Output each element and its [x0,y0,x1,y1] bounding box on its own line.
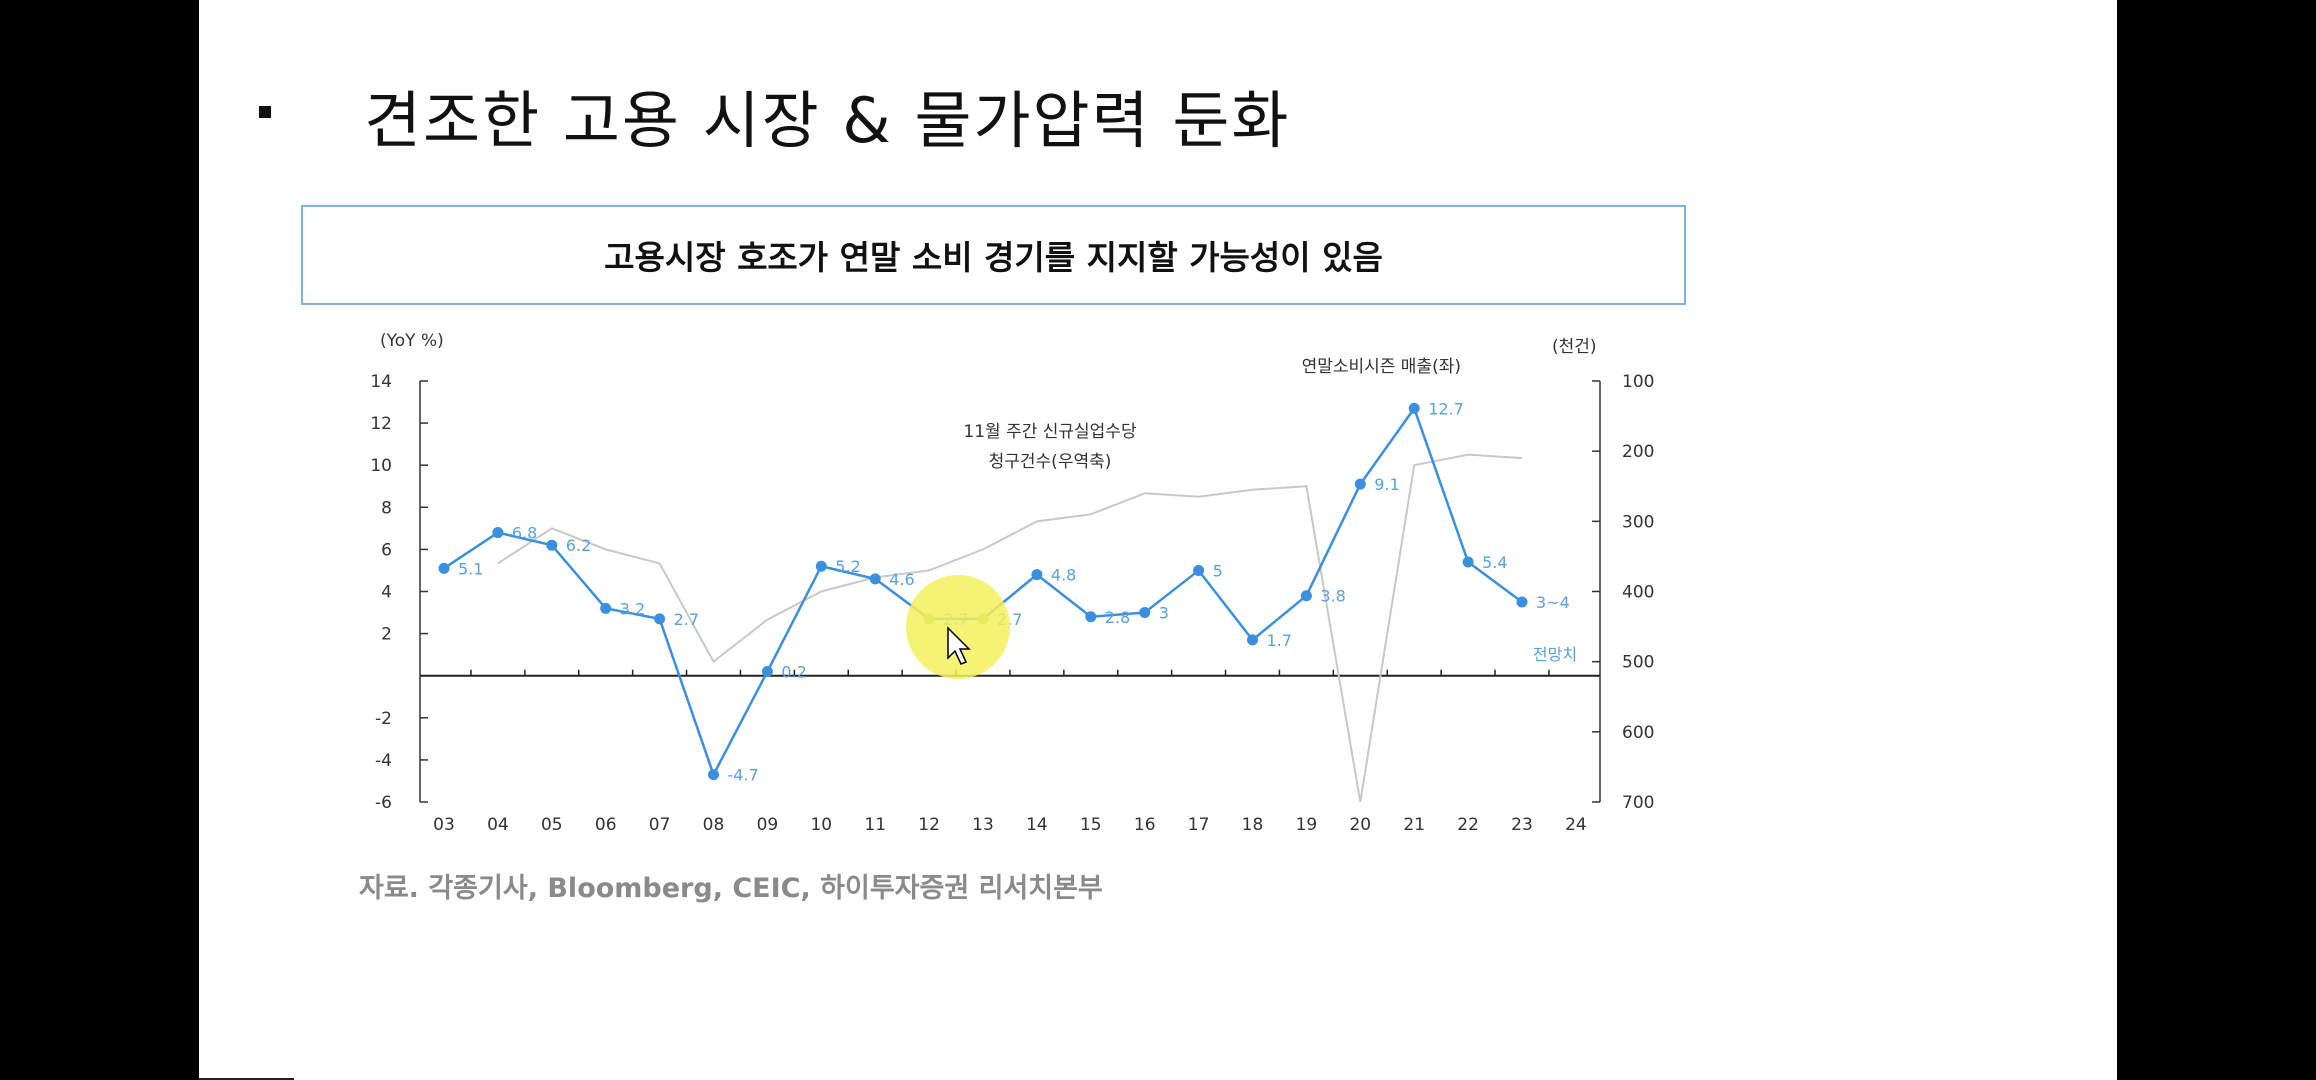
right-axis-tick-label: 500 [1622,653,1654,673]
left-axis-tick-label: -2 [375,709,392,729]
primary-series-point [438,562,450,574]
primary-series-point [1300,590,1312,602]
left-axis-tick-label: -4 [375,751,392,771]
right-axis-unit: (천건) [1552,337,1597,357]
primary-series-point [1193,564,1205,576]
left-axis-tick-label: 10 [370,456,392,476]
data-label: 5 [1213,561,1223,580]
x-axis-tick-label: 20 [1349,815,1371,835]
x-axis-tick-label: 19 [1296,815,1318,835]
cursor-overlay [906,575,1010,679]
primary-series-point [1462,556,1474,568]
data-label: 5.4 [1482,553,1507,572]
left-series-annotation: 연말소비시즌 매출(좌) [1302,357,1461,377]
data-label: 12.7 [1428,399,1464,418]
x-axis-tick-label: 15 [1080,815,1102,835]
mouse-pointer-icon [947,626,971,665]
data-label: 2.7 [674,610,699,629]
source-note: 자료. 각종기사, Bloomberg, CEIC, 하이투자증권 리서치본부 [359,873,1103,904]
primary-series-point [546,539,558,551]
bullet-square [259,106,271,118]
left-axis-tick-label: 6 [381,540,392,560]
x-axis-tick-label: 22 [1457,815,1479,835]
right-axis-tick-label: 100 [1622,372,1654,392]
primary-series-point [708,769,719,781]
primary-series-point [1516,596,1528,608]
secondary-series-layer [497,453,1523,803]
primary-series-point [1139,607,1151,619]
cursor-highlight [906,575,1010,679]
data-label: 3 [1159,604,1169,623]
data-label: 6.8 [512,524,537,543]
primary-series-point [600,602,612,614]
data-label: 5.2 [835,557,860,576]
left-axis-tick-label: 4 [381,583,392,603]
primary-series-point [761,665,773,677]
left-axis-unit: (YoY %) [380,331,444,351]
data-label: 3.2 [620,599,645,618]
x-axis-tick-label: 23 [1511,815,1533,835]
forecast-annotation: 전망치 [1533,645,1577,664]
x-axis-tick-label: 10 [810,815,832,835]
left-axis-tick-label: 2 [381,625,392,645]
right-axis-tick-label: 200 [1622,442,1654,462]
x-axis-tick-label: 11 [864,815,886,835]
data-label: -4.7 [728,766,759,785]
x-axis-tick-label: 14 [1026,815,1048,835]
x-axis-tick-label: 17 [1188,815,1210,835]
left-axis-tick-label: 8 [381,498,392,518]
data-label: 2.8 [1105,608,1130,627]
primary-series-point [815,560,827,572]
x-axis-tick-label: 13 [972,815,994,835]
primary-series-point [1354,478,1366,490]
x-axis-tick-label: 12 [918,815,940,835]
x-axis-tick-label: 06 [595,815,617,835]
x-axis-tick-label: 18 [1242,815,1264,835]
primary-series-point [654,613,666,625]
primary-series-point [492,527,504,539]
primary-series-point [1247,634,1258,646]
slide: 견조한 고용 시장 & 물가압력 둔화 고용시장 호조가 연말 소비 경기를 지… [199,0,2117,1080]
right-axis-tick-label: 600 [1622,723,1654,743]
chart-title: 고용시장 호조가 연말 소비 경기를 지지할 가능성이 있음 [604,238,1383,277]
primary-series-point [1085,611,1097,623]
right-axis-tick-label: 400 [1622,583,1654,603]
right-series-annotation-line2: 청구건수(우역축) [989,452,1112,472]
left-axis-tick-label: 12 [370,414,392,434]
corner-divider [199,1078,294,1080]
x-axis-tick-label: 07 [649,815,671,835]
data-label: 3.8 [1320,587,1345,606]
slide-title: 견조한 고용 시장 & 물가압력 둔화 [364,84,1291,157]
x-axis-tick-label: 04 [487,815,509,835]
chart-axes: 14 12 10 8 6 4 2 -2 -4 -6 (YoY %) 100 200 300 400 500 60… [370,331,1654,835]
x-axis-tick-label: 03 [433,815,455,835]
right-axis-tick-label: 300 [1622,512,1654,532]
right-axis-tick-label: 700 [1622,793,1654,813]
data-label: 1.7 [1267,631,1292,650]
data-label: 4.8 [1051,566,1076,585]
data-label: 9.1 [1374,475,1399,494]
x-axis-tick-label: 08 [703,815,725,835]
data-label: 0.2 [781,662,806,681]
x-axis-tick-label: 21 [1403,815,1425,835]
x-axis-tick-label: 05 [541,815,563,835]
left-axis-tick-label: -6 [375,793,392,813]
secondary-series-line [497,453,1523,803]
data-label: 6.2 [566,536,591,555]
data-label: 4.6 [889,570,914,589]
right-series-annotation-line1: 11월 주간 신규실업수당 [963,422,1137,442]
data-label: 5.1 [458,559,483,578]
primary-series-point [1408,402,1420,414]
primary-series-point [869,573,881,585]
left-axis-tick-label: 14 [370,372,392,392]
x-axis-tick-label: 16 [1134,815,1156,835]
x-axis-tick-label: 09 [757,815,779,835]
x-axis-tick-label: 24 [1565,815,1587,835]
chart-label-layer: 5.16.86.23.22.7-4.70.25.24.62.72.74.82.8… [458,357,1577,785]
data-label: 3~4 [1536,593,1570,612]
chart-title-box: 고용시장 호조가 연말 소비 경기를 지지할 가능성이 있음 [301,205,1686,305]
primary-series-point [1031,569,1043,581]
